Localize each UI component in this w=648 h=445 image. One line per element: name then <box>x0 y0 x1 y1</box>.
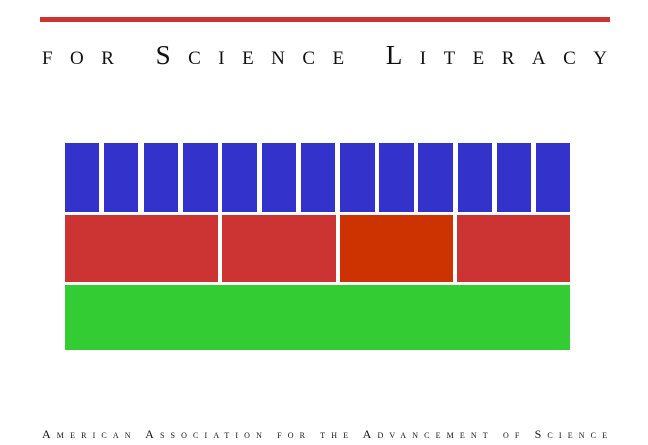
block <box>65 143 99 212</box>
publisher: American Association for the Advancement… <box>42 427 607 441</box>
block <box>104 143 138 212</box>
top-rule <box>40 17 610 22</box>
blue-row <box>65 143 570 212</box>
block <box>457 215 570 282</box>
block <box>222 215 336 282</box>
block <box>340 215 453 282</box>
green-row <box>65 285 570 350</box>
block <box>222 143 257 212</box>
block <box>497 143 531 212</box>
block <box>458 143 492 212</box>
block <box>301 143 335 212</box>
red-row <box>65 215 570 282</box>
title: for Science Literacy <box>42 40 607 70</box>
block <box>340 143 375 212</box>
block <box>144 143 178 212</box>
block <box>65 215 218 282</box>
block <box>379 143 414 212</box>
block <box>262 143 296 212</box>
block <box>418 143 453 212</box>
block <box>183 143 218 212</box>
block <box>536 143 570 212</box>
